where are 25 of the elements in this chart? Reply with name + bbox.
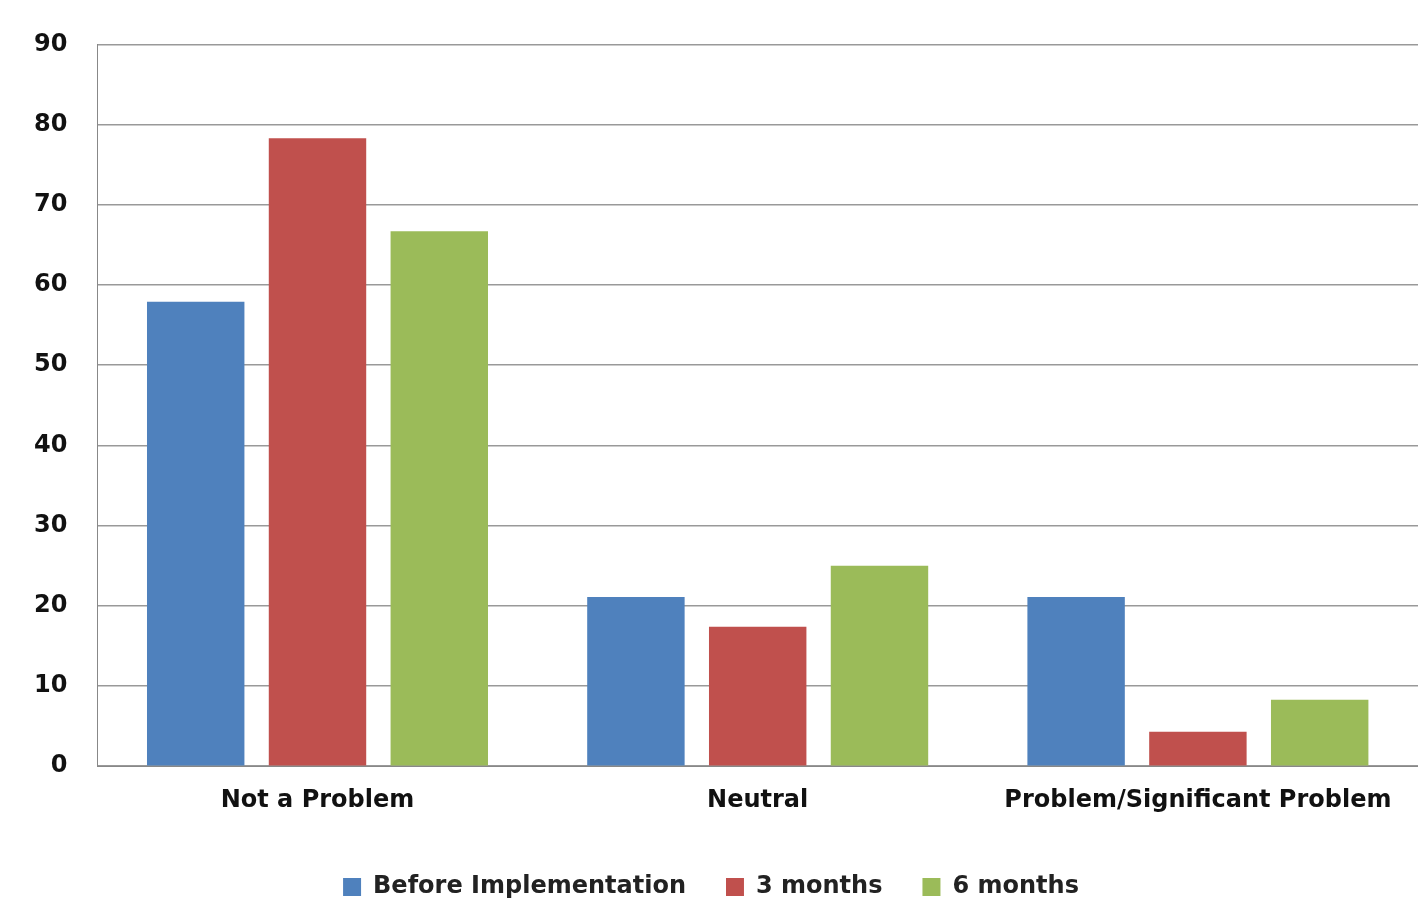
legend-label: 6 months (952, 871, 1079, 900)
bar (830, 565, 929, 766)
y-tick-label: 30 (33, 509, 68, 538)
x-tick-label: Not a Problem (220, 784, 415, 813)
y-tick-label: 0 (50, 750, 68, 779)
bar (146, 301, 245, 766)
y-tick-label: 90 (33, 28, 68, 57)
bar (1270, 699, 1369, 766)
y-tick-label: 80 (33, 108, 68, 137)
bar (1149, 731, 1247, 766)
x-tick-label: Problem/Significant Problem (1004, 784, 1392, 813)
x-tick-label: Neutral (707, 784, 809, 813)
bar (268, 138, 367, 766)
bar (390, 231, 488, 766)
y-tick-label: 40 (33, 429, 68, 458)
y-tick-label: 60 (33, 269, 68, 298)
y-tick-label: 50 (33, 349, 68, 378)
bar (587, 596, 685, 766)
bar (708, 626, 807, 766)
legend-label: 3 months (755, 871, 883, 900)
bar (1027, 596, 1125, 766)
y-tick-label: 10 (33, 670, 68, 699)
y-tick-label: 20 (33, 590, 68, 619)
y-tick-label: 70 (33, 189, 68, 218)
legend-label: Before Implementation (373, 871, 686, 900)
